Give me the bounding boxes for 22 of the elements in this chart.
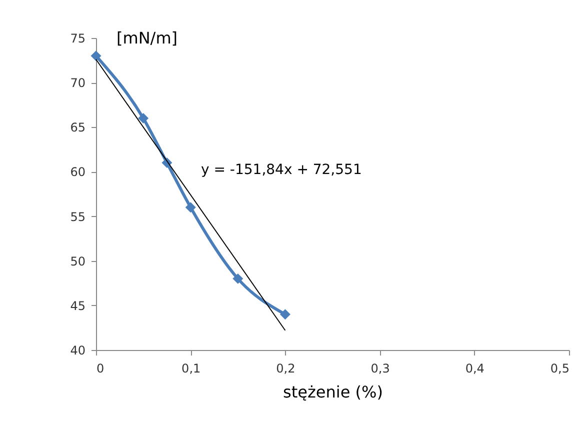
x-tick-label: 0: [96, 362, 104, 376]
x-tick-label: 0,2: [276, 362, 296, 376]
x-tick-label: 0,5: [550, 362, 570, 376]
point: [90, 50, 102, 62]
point: [185, 202, 196, 213]
x-tick-label: 0,4: [465, 362, 484, 376]
y-tick-label: 70: [70, 76, 86, 90]
y-tick-label: 65: [70, 120, 86, 135]
x-axis-title: stężenie (%): [283, 382, 383, 402]
y-tick-label: 40: [70, 344, 86, 358]
y-tick-label: 50: [70, 254, 86, 268]
point: [232, 273, 244, 284]
y-tick-label: 55: [70, 210, 86, 224]
y-tick-label: 75: [70, 32, 86, 46]
point: [280, 309, 290, 320]
point: [138, 112, 149, 124]
y-axis-title: [mN/m]: [116, 28, 178, 48]
annotation: y = -151,84x + 72,551: [201, 162, 362, 178]
x-tick-label: 0,3: [370, 362, 390, 376]
y-tick-label: 45: [70, 298, 86, 313]
x-tick-label: 0,1: [182, 362, 201, 376]
y-tick-label: 60: [70, 165, 86, 180]
